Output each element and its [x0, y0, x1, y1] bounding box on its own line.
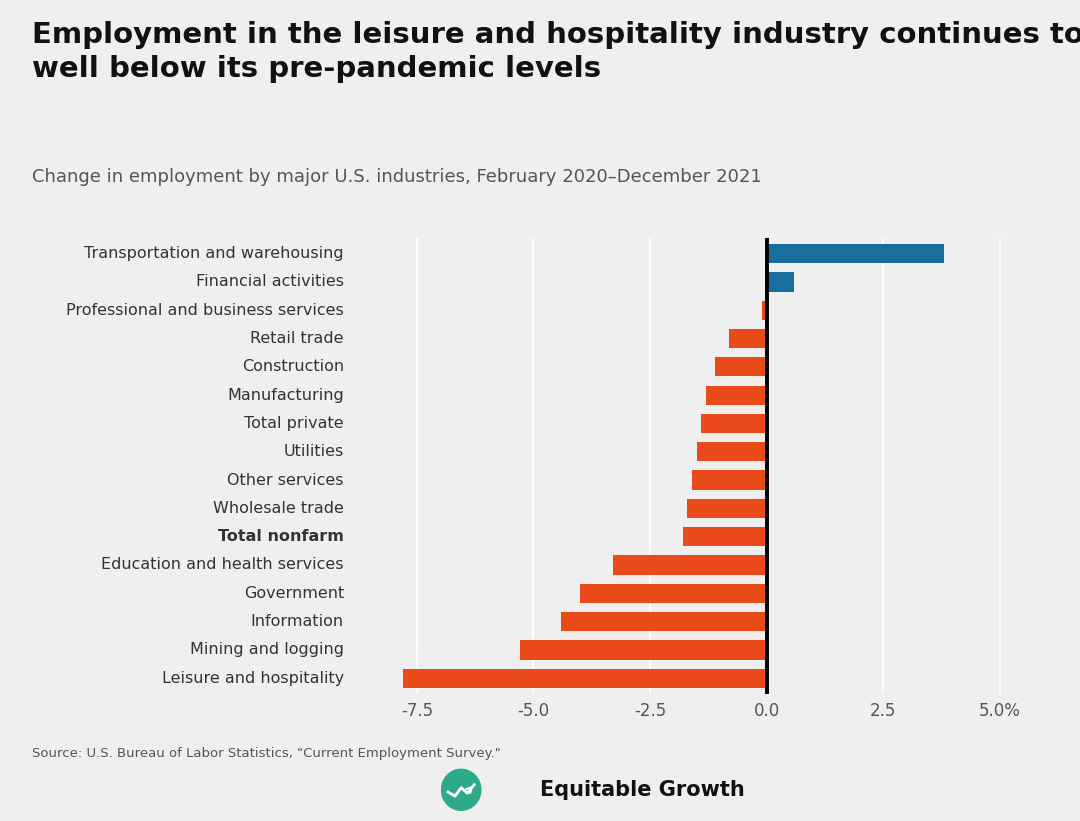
Circle shape [442, 769, 481, 810]
Text: Source: U.S. Bureau of Labor Statistics, "Current Employment Survey.": Source: U.S. Bureau of Labor Statistics,… [32, 747, 501, 760]
Bar [701, 414, 767, 433]
Text: Government: Government [244, 585, 343, 601]
Bar [729, 329, 767, 348]
Text: Leisure and hospitality: Leisure and hospitality [162, 671, 343, 686]
Text: Equitable Growth: Equitable Growth [540, 780, 745, 800]
Text: Employment in the leisure and hospitality industry continues to be
well below it: Employment in the leisure and hospitalit… [32, 21, 1080, 83]
Text: Professional and business services: Professional and business services [66, 303, 343, 318]
Bar [519, 640, 767, 659]
Text: Construction: Construction [242, 360, 343, 374]
Text: Retail trade: Retail trade [251, 331, 343, 346]
Bar [562, 612, 767, 631]
Bar [687, 498, 767, 518]
Bar [683, 527, 767, 546]
Text: Transportation and warehousing: Transportation and warehousing [84, 246, 343, 261]
Bar [767, 273, 795, 291]
Text: Total private: Total private [244, 416, 343, 431]
Text: Utilities: Utilities [284, 444, 343, 459]
Bar [697, 443, 767, 461]
Bar [706, 386, 767, 405]
Text: Information: Information [251, 614, 343, 629]
Bar [580, 584, 767, 603]
Text: Manufacturing: Manufacturing [227, 388, 343, 402]
Text: Other services: Other services [228, 473, 343, 488]
Bar [715, 357, 767, 377]
Text: Total nonfarm: Total nonfarm [218, 530, 343, 544]
Text: Mining and logging: Mining and logging [190, 642, 343, 658]
Bar [403, 668, 767, 688]
Bar [692, 470, 767, 489]
Bar [612, 555, 767, 575]
Bar [761, 300, 767, 320]
Text: Wholesale trade: Wholesale trade [213, 501, 343, 516]
Text: Financial activities: Financial activities [195, 274, 343, 290]
Text: Education and health services: Education and health services [102, 557, 343, 572]
Bar [767, 244, 944, 264]
Text: Change in employment by major U.S. industries, February 2020–December 2021: Change in employment by major U.S. indus… [32, 168, 762, 186]
